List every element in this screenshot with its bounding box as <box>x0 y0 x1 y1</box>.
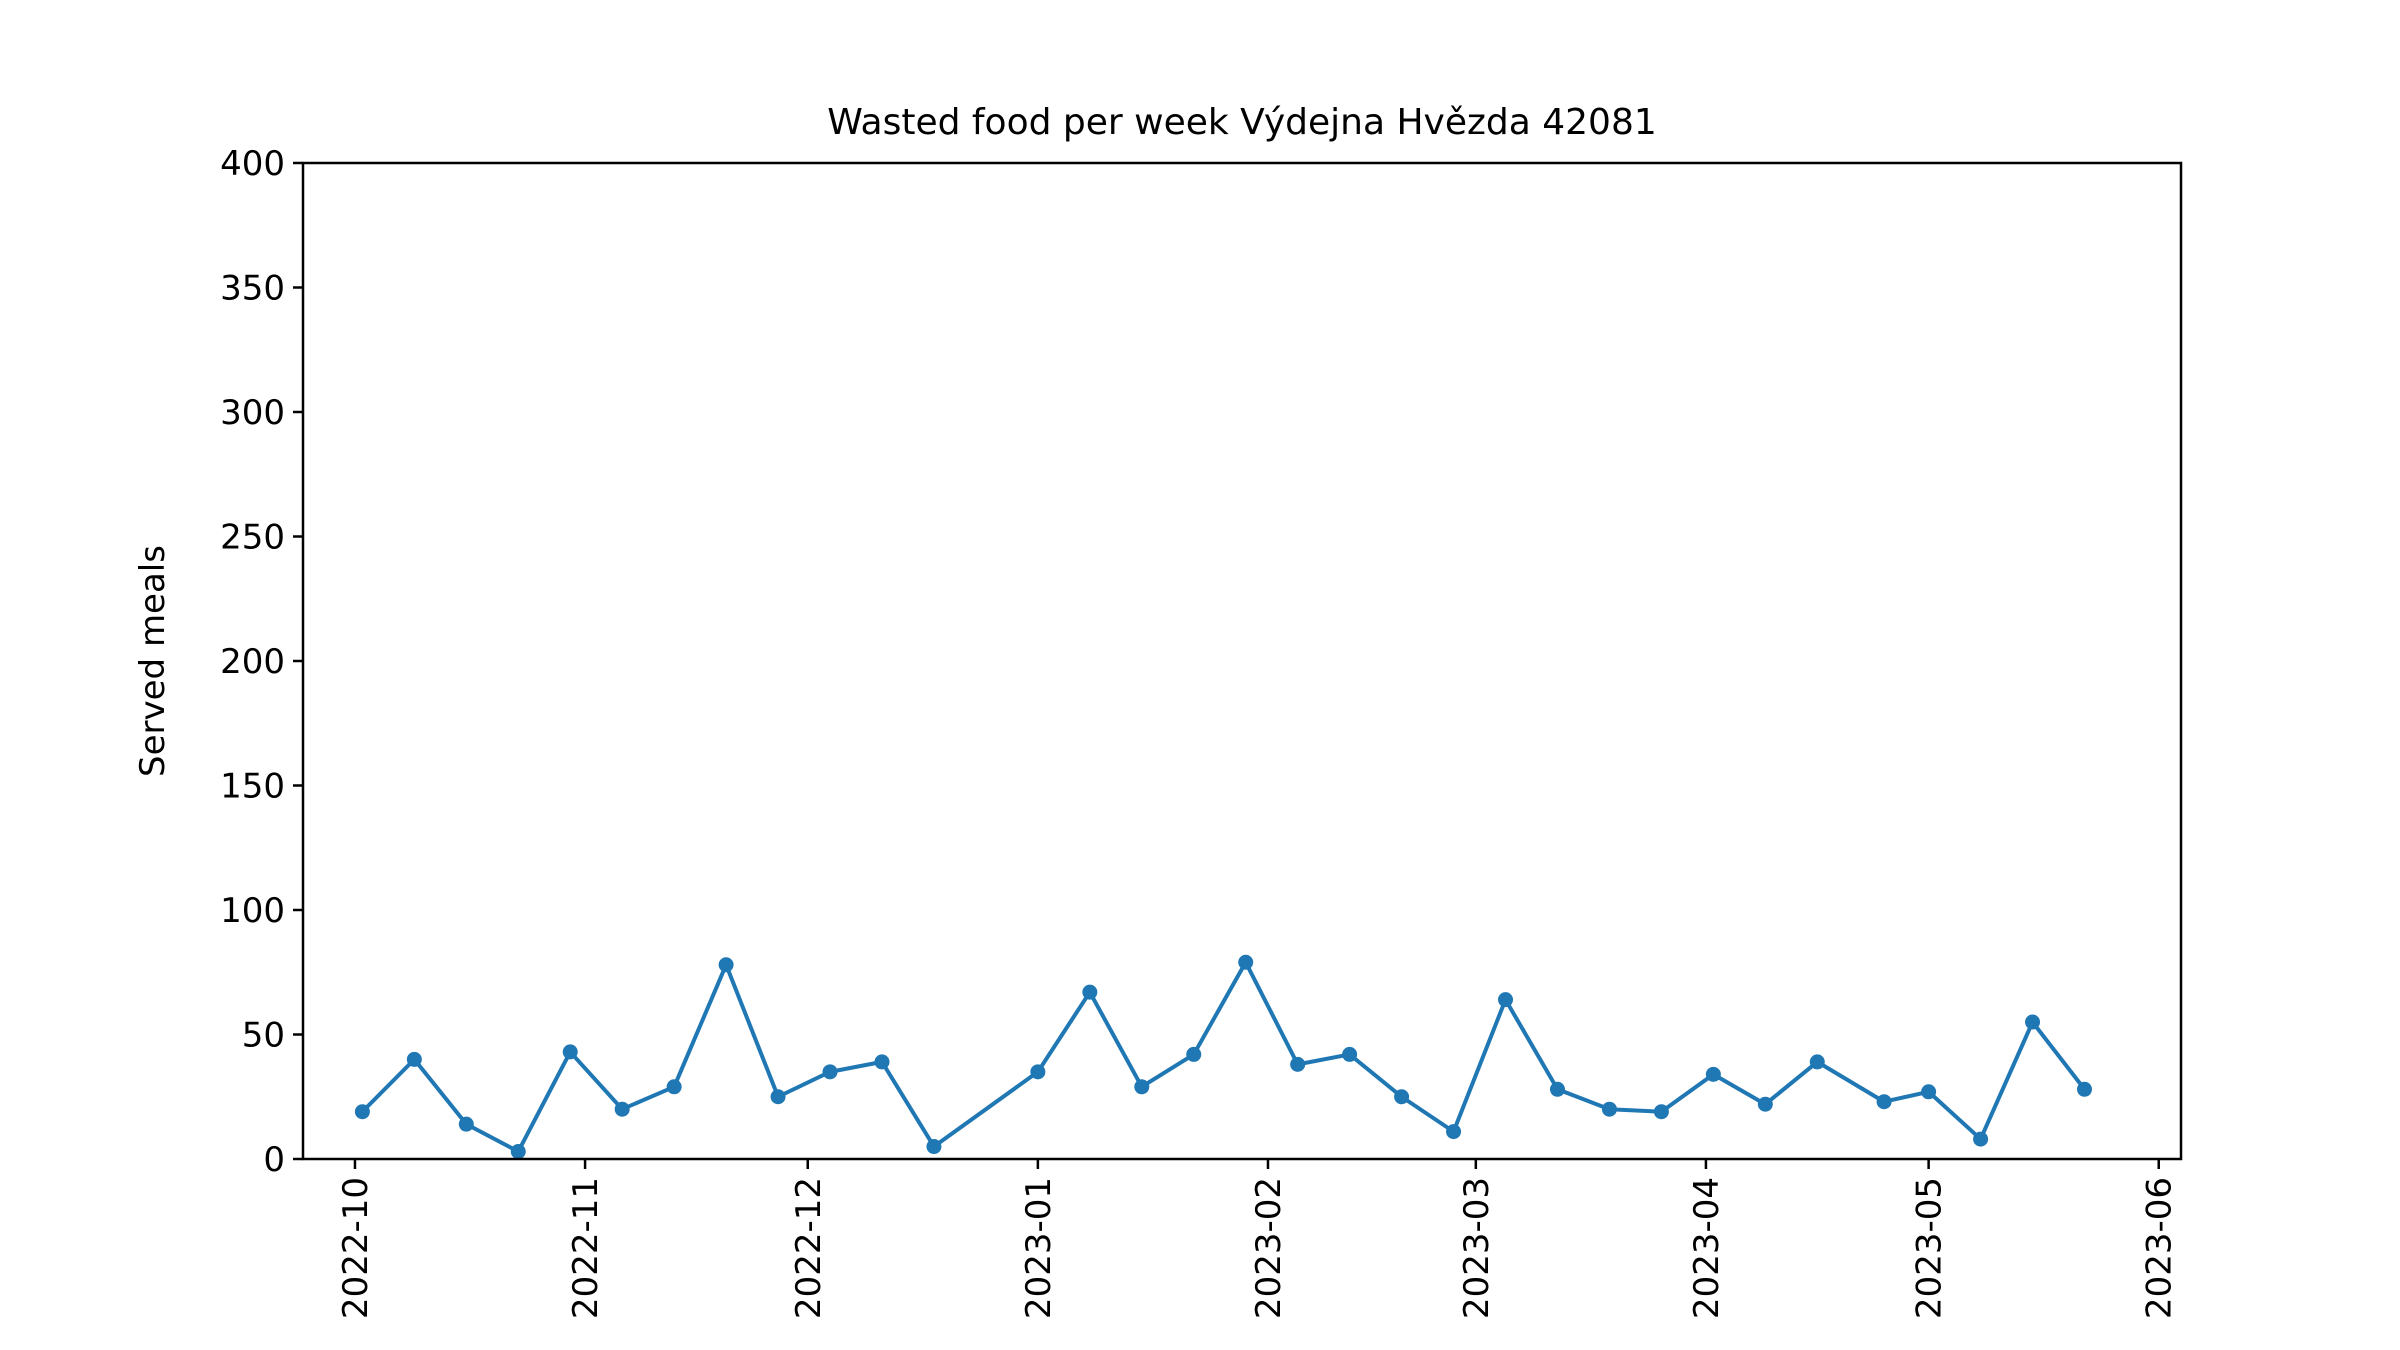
data-point <box>1394 1089 1410 1105</box>
data-point <box>1757 1096 1773 1112</box>
data-point <box>666 1079 682 1095</box>
data-point <box>1705 1066 1721 1082</box>
series-layer <box>354 954 2093 1160</box>
x-tick-label: 2022-10 <box>336 1177 376 1319</box>
plot-background <box>303 163 2181 1159</box>
data-point <box>1876 1094 1892 1110</box>
y-tick-label: 250 <box>220 518 285 558</box>
y-tick-label: 50 <box>242 1016 285 1056</box>
data-point <box>1498 992 1514 1008</box>
data-point <box>1921 1084 1937 1100</box>
x-tick-label: 2023-01 <box>1019 1177 1059 1319</box>
y-axis: 0 50 100 150 200 250 300 350 400 <box>220 144 303 1180</box>
x-tick-label: 2023-04 <box>1687 1177 1727 1319</box>
y-tick-label: 200 <box>220 642 285 682</box>
plot-frame <box>301 161 2183 1161</box>
data-point <box>510 1144 526 1160</box>
data-point <box>1186 1046 1202 1062</box>
chart-title: Wasted food per week Výdejna Hvězda 4208… <box>827 102 1657 143</box>
data-point <box>1549 1081 1565 1097</box>
y-tick-label: 150 <box>220 767 285 807</box>
data-point <box>354 1104 370 1120</box>
data-point <box>458 1116 474 1132</box>
y-tick-label: 350 <box>220 269 285 309</box>
x-axis: 2022-10 2022-11 2022-12 2023-01 2023-02 2023-… <box>336 1159 2180 1319</box>
y-tick-label: 100 <box>220 891 285 931</box>
data-point <box>1030 1064 1046 1080</box>
y-tick-label: 300 <box>220 393 285 433</box>
data-point <box>1809 1054 1825 1070</box>
data-point <box>1238 954 1254 970</box>
data-point <box>718 957 734 973</box>
data-point <box>1134 1079 1150 1095</box>
x-tick-label: 2023-03 <box>1457 1177 1497 1319</box>
data-point <box>1973 1131 1989 1147</box>
y-axis-label: Served meals <box>133 545 173 777</box>
x-tick-label: 2023-02 <box>1249 1177 1289 1319</box>
y-tick-label: 400 <box>220 144 285 184</box>
data-point <box>822 1064 838 1080</box>
data-point <box>2025 1014 2041 1030</box>
data-point <box>562 1044 578 1060</box>
x-tick-label: 2023-05 <box>1910 1177 1950 1319</box>
x-tick-label: 2023-06 <box>2140 1177 2180 1319</box>
data-point <box>1601 1101 1617 1117</box>
y-tick-label: 0 <box>263 1140 285 1180</box>
data-point <box>1446 1124 1462 1140</box>
data-point <box>874 1054 890 1070</box>
x-tick-label: 2022-12 <box>789 1177 829 1319</box>
data-point <box>926 1139 942 1155</box>
x-tick-label: 2022-11 <box>566 1177 606 1319</box>
data-point <box>770 1089 786 1105</box>
data-point <box>1342 1046 1358 1062</box>
data-point <box>1653 1104 1669 1120</box>
data-point <box>614 1101 630 1117</box>
data-point <box>1082 984 1098 1000</box>
data-point <box>2077 1081 2093 1097</box>
data-point <box>406 1051 422 1067</box>
data-point <box>1290 1056 1306 1072</box>
